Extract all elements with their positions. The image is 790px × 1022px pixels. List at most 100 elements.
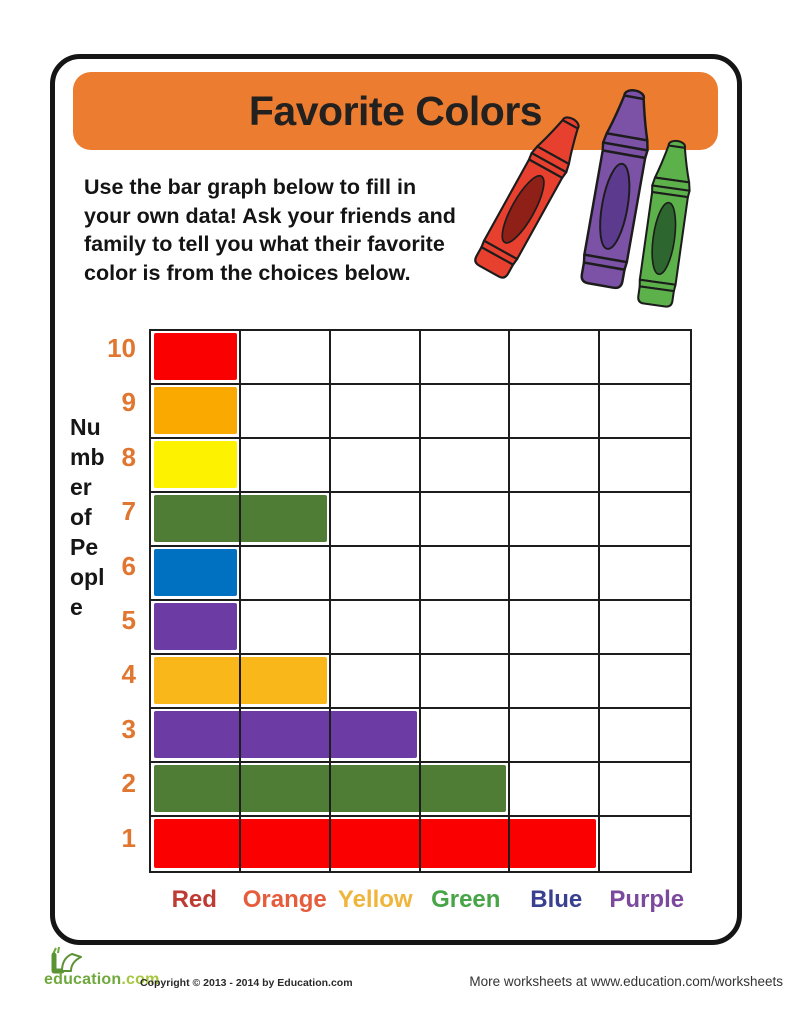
grid-cell — [420, 385, 511, 439]
bar-segment-blue — [154, 549, 237, 596]
grid-cell — [600, 817, 690, 871]
instructions-text: Use the bar graph below to fill in your … — [84, 175, 456, 285]
grid-cell — [240, 709, 331, 763]
y-axis-label: Nu mb er of Pe opl e — [70, 414, 105, 620]
grid-cell — [330, 385, 421, 439]
grid-cell — [420, 817, 511, 871]
logo-com-text: .com — [121, 971, 160, 988]
grid-cell — [151, 385, 241, 439]
grid-cell — [330, 817, 421, 871]
page-title: Favorite Colors — [248, 88, 543, 134]
grid-cell — [600, 709, 690, 763]
row-number-8: 8 — [121, 441, 136, 472]
bar-segment-red — [420, 819, 509, 868]
grid-cell — [600, 439, 690, 493]
grid-cell — [240, 439, 331, 493]
bar-segment-green — [154, 765, 239, 812]
bar-segment-red — [240, 819, 329, 868]
grid-cell — [240, 493, 331, 547]
grid-cell — [420, 331, 511, 385]
bar-segment-purple — [154, 603, 237, 650]
grid-cell — [330, 655, 421, 709]
row-number-1: 1 — [121, 822, 136, 853]
grid-cell — [151, 763, 241, 817]
grid-cell — [240, 817, 331, 871]
grid-cell — [151, 709, 241, 763]
row-number-6: 6 — [121, 550, 136, 581]
grid-cell — [600, 763, 690, 817]
grid-cell — [330, 439, 421, 493]
grid-cell — [151, 439, 241, 493]
bar-segment-red — [154, 819, 239, 868]
grid-cell — [510, 655, 601, 709]
grid-cell — [240, 385, 331, 439]
grid-cell — [420, 439, 511, 493]
grid-cell — [240, 655, 331, 709]
grid-cell — [420, 709, 511, 763]
grid-cell — [510, 547, 601, 601]
bar-segment-red — [154, 333, 237, 380]
grid-cell — [240, 331, 331, 385]
bar-segment-green — [420, 765, 507, 812]
row-number-9: 9 — [121, 387, 136, 418]
row-number-10: 10 — [107, 333, 136, 363]
more-worksheets-text: More worksheets at www.education.com/wor… — [469, 974, 783, 989]
grid-cell — [151, 817, 241, 871]
x-axis-label-green: Green — [431, 886, 501, 913]
grid-cell — [420, 763, 511, 817]
grid-cell — [330, 331, 421, 385]
x-axis-label-purple: Purple — [609, 886, 685, 913]
grid-cell — [510, 439, 601, 493]
grid-cell — [330, 601, 421, 655]
grid-cell — [600, 655, 690, 709]
grid-cell — [151, 655, 241, 709]
education-logo-book-icon — [46, 946, 86, 981]
row-number-4: 4 — [121, 659, 136, 690]
grid-cell — [420, 601, 511, 655]
grid-cell — [600, 493, 690, 547]
grid-cell — [600, 385, 690, 439]
x-axis-labels: Red Orange Yellow Green Blue Purple — [149, 886, 692, 914]
grid-cell — [420, 655, 511, 709]
grid-cell — [510, 817, 601, 871]
row-number-2: 2 — [121, 768, 136, 799]
grid-cell — [240, 601, 331, 655]
grid-cell — [151, 601, 241, 655]
grid-cell — [510, 331, 601, 385]
bar-segment-purple — [240, 711, 329, 758]
grid-cell — [600, 331, 690, 385]
grid-cell — [510, 493, 601, 547]
bar-segment-green — [330, 765, 419, 812]
bar-segment-purple — [330, 711, 417, 758]
grid-cell — [600, 601, 690, 655]
y-axis-numbers: 10 9 8 7 6 5 4 3 2 1 — [84, 329, 136, 873]
x-axis-label-blue: Blue — [530, 886, 583, 913]
grid-cell — [151, 331, 241, 385]
grid-cell — [600, 547, 690, 601]
bar-segment-orange — [154, 387, 237, 434]
row-number-7: 7 — [121, 496, 136, 527]
grid-cell — [330, 547, 421, 601]
grid-cell — [330, 493, 421, 547]
grid-cell — [510, 385, 601, 439]
bar-segment-purple — [154, 711, 239, 758]
grid-cell — [240, 763, 331, 817]
x-axis-label-red: Red — [171, 886, 217, 913]
bar-segment-green — [240, 765, 329, 812]
purple-crayon-icon — [571, 82, 665, 295]
grid-cell — [330, 709, 421, 763]
grid-cell — [420, 493, 511, 547]
bar-segment-red — [330, 819, 419, 868]
grid-cell — [510, 763, 601, 817]
grid-cell — [240, 547, 331, 601]
education-logo: education.com — [44, 971, 160, 989]
logo-education-text: education — [44, 971, 122, 988]
bar-segment-red — [510, 819, 597, 868]
x-axis-label-yellow: Yellow — [337, 886, 413, 913]
copyright-text: Copyright © 2013 - 2014 by Education.com — [140, 977, 353, 989]
bar-chart-grid — [149, 329, 692, 873]
grid-cell — [151, 493, 241, 547]
row-number-3: 3 — [121, 713, 136, 744]
bar-segment-green — [240, 495, 327, 542]
